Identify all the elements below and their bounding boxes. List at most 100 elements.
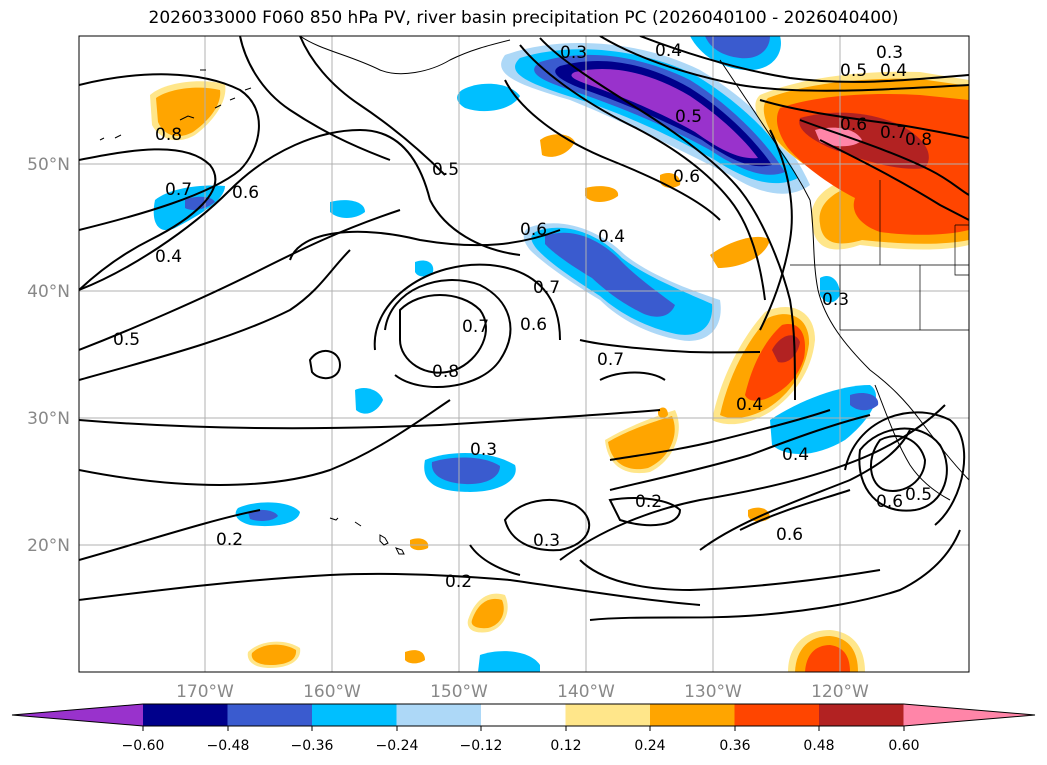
pos-smallB [710,236,770,268]
contour-label: 0.7 [533,278,560,298]
contour-label: 0.2 [635,492,662,512]
lat-label-50n: 50°N [27,155,70,175]
contour-label: 0.7 [880,123,907,143]
contour-label: 0.4 [782,445,809,465]
contour-label: 0.6 [520,220,547,240]
pos-se-red [805,645,850,672]
lat-label-20n: 20°N [27,536,70,556]
pos-smallF [410,538,429,551]
baja-coast [874,384,951,501]
colorbar-tick-label: 0.12 [550,738,581,754]
lat-label-40n: 40°N [27,282,70,302]
map-frame [78,35,970,673]
alaska-coast [299,36,511,75]
colorbar-segment [227,704,312,726]
latitude-labels: 50°N 40°N 30°N 20°N [27,155,70,556]
pos-cal-darkred [772,335,800,363]
lat-label-30n: 30°N [27,409,70,429]
hawaii-islands [329,517,405,555]
us-west-coast [809,199,969,481]
colorbar-segment [734,704,819,726]
pv-contours [79,36,969,621]
contour-label: 0.3 [876,43,903,63]
colorbar-tick-label: −0.48 [207,738,250,754]
pos-west-orange [156,87,221,137]
contour-label: 0.6 [520,315,547,335]
neg-small-1 [330,200,365,218]
neg-small-3 [820,275,840,303]
colorbar-extend-high [903,704,1035,726]
neg-baja-blue [850,393,879,411]
colorbar-segment [650,704,735,726]
colorbar-tick-label: 0.24 [634,738,665,754]
lon-label-140w: 140°W [557,682,615,702]
contour-label: 0.3 [560,43,587,63]
contour-label: 0.3 [822,290,849,310]
contour-label: 0.4 [155,247,182,267]
map-gridlines [79,36,969,672]
pos-sw-orange [251,644,297,665]
longitude-labels: 170°W 160°W 150°W 140°W 130°W 120°W [176,682,869,702]
lon-label-120w: 120°W [811,682,869,702]
lon-label-150w: 150°W [430,682,488,702]
pos-mid-orange [608,416,675,470]
contour-label: 0.8 [905,130,932,150]
colorbar-segment [396,704,481,726]
neg-small-5 [415,260,434,277]
colorbar-tick-label: −0.24 [376,738,419,754]
colorbar-extend-low [12,704,143,726]
contour-label: 0.8 [155,125,182,145]
contour-labels: 0.3 0.4 0.3 0.5 0.4 0.8 0.5 0.6 0.7 0.8 … [113,41,932,592]
contour-label: 0.3 [470,440,497,460]
contour-label: 0.6 [232,183,259,203]
contour-label: 0.3 [533,531,560,551]
contour-label: 0.5 [840,61,867,81]
contour-label: 0.4 [880,61,907,81]
colorbar-ticks [142,726,905,731]
neg-topleft-cyan [457,83,520,112]
neg-mid-blue [545,232,675,317]
pos-smallH [658,407,668,418]
contour-label: 0.7 [165,180,192,200]
colorbar-segment [312,704,397,726]
contour-label: 0.5 [113,330,140,350]
neg-hawaii-blue [431,457,500,485]
contour-label: 0.5 [432,160,459,180]
colorbar-segment [565,704,650,726]
contour-label: 0.6 [876,492,903,512]
pos-smallC [585,186,619,202]
neg-top-blue [705,36,770,59]
pos-smallG [405,650,425,664]
contour-label: 0.5 [905,485,932,505]
lon-label-170w: 170°W [176,682,234,702]
contour-label: 0.7 [462,317,489,337]
colorbar-tick-label: −0.12 [460,738,503,754]
neg-sw-blue [248,509,278,521]
colorbar-tick-label: 0.36 [719,738,750,754]
neg-small-2 [355,388,383,414]
contour-label: 0.2 [216,530,243,550]
lon-label-160w: 160°W [303,682,361,702]
neg-baja-cyan [770,385,876,455]
contour-label: 0.5 [675,107,702,127]
contour-label: 0.6 [776,525,803,545]
map-title: 2026033000 F060 850 hPa PV, river basin … [148,8,899,28]
aleutians [99,69,252,141]
colorbar-segment [143,704,228,726]
colorbar-tick-label: 0.60 [888,738,919,754]
contour-label: 0.6 [840,115,867,135]
colorbar-segment [481,704,566,726]
pos-s-orange [471,598,504,629]
contour-label: 0.4 [598,227,625,247]
colorbar-segment [819,704,904,726]
contour-label: 0.2 [445,572,472,592]
neg-small-4 [478,651,540,672]
colorbar: −0.60 −0.48 −0.36 −0.24 −0.12 0.12 0.24 … [11,703,1036,754]
colorbar-tick-label: −0.60 [122,738,165,754]
lon-label-130w: 130°W [684,682,742,702]
state-borders [790,180,969,331]
pos-smallA [540,134,575,157]
colorbar-segments [11,703,1036,727]
colorbar-tick-label: −0.36 [291,738,334,754]
